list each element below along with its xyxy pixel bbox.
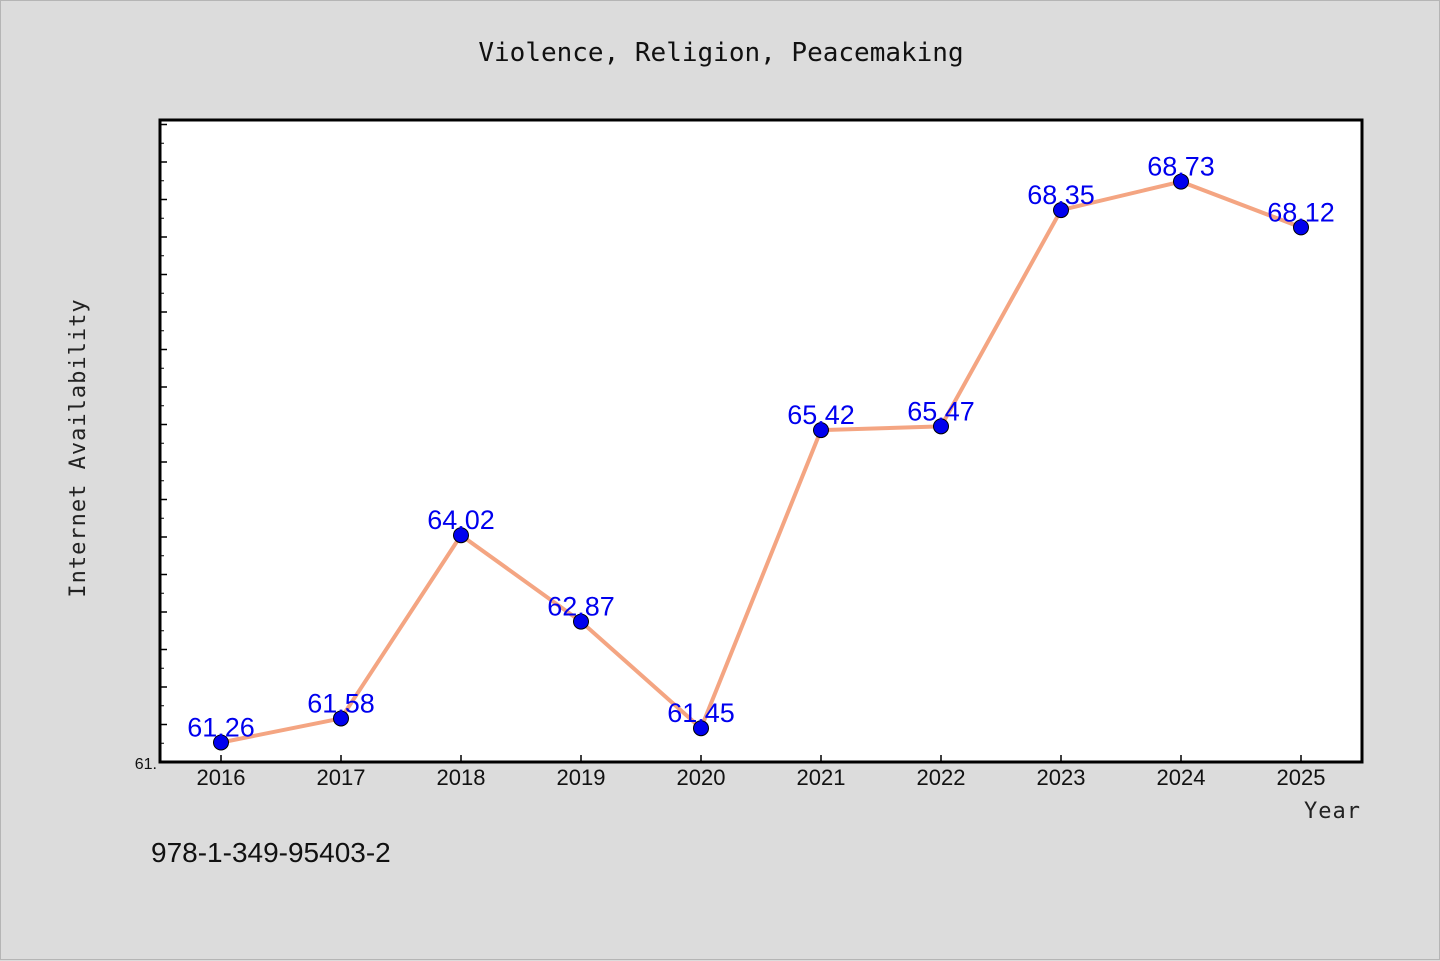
x-tick-label: 2017 [317,765,366,790]
data-label: 61.58 [307,688,375,718]
chart-title: Violence, Religion, Peacemaking [478,38,963,68]
data-point [1173,173,1189,190]
data-point [453,527,469,544]
y-axis-ticks [160,123,167,744]
data-point [693,720,709,737]
x-axis-label: Year [1304,799,1361,824]
series-layer [213,173,1309,751]
data-label: 65.42 [787,400,855,430]
data-label: 61.26 [187,712,255,742]
data-label: 68.35 [1027,180,1095,210]
data-label: 64.02 [427,505,495,535]
x-tick-label: 2016 [197,765,246,790]
data-label: 62.87 [547,592,615,622]
x-tick-label: 2023 [1037,765,1086,790]
data-label: 61.45 [667,698,735,728]
data-labels: 61.26 61.58 64.02 62.87 61.45 65.42 65.47 68.35… [187,152,1335,743]
data-point [813,422,829,439]
x-tick-label: 2018 [437,765,486,790]
y-axis-label: Internet Availability [66,298,91,597]
data-point [333,710,349,727]
series-line [219,179,1303,745]
data-label: 68.12 [1267,197,1335,227]
data-point [213,734,229,751]
data-label: 68.73 [1147,152,1215,182]
plot-area [158,118,1364,764]
data-point [1293,219,1309,236]
data-point [1053,202,1069,219]
x-tick-label: 2022 [917,765,966,790]
x-tick-label: 2024 [1157,765,1206,790]
data-label: 65.47 [907,396,975,426]
x-tick-label: 2025 [1277,765,1326,790]
isbn-text: 978-1-349-95403-2 [151,837,391,868]
x-tick-label: 2021 [797,765,846,790]
data-point [933,418,949,435]
y-tick-label: 61. [135,756,157,773]
x-tick-label: 2020 [677,765,726,790]
data-point [573,613,589,630]
x-axis-ticks: 2016 2017 2018 2019 2020 2021 2022 2023 2024 2025 [197,755,1326,790]
x-tick-label: 2019 [557,765,606,790]
